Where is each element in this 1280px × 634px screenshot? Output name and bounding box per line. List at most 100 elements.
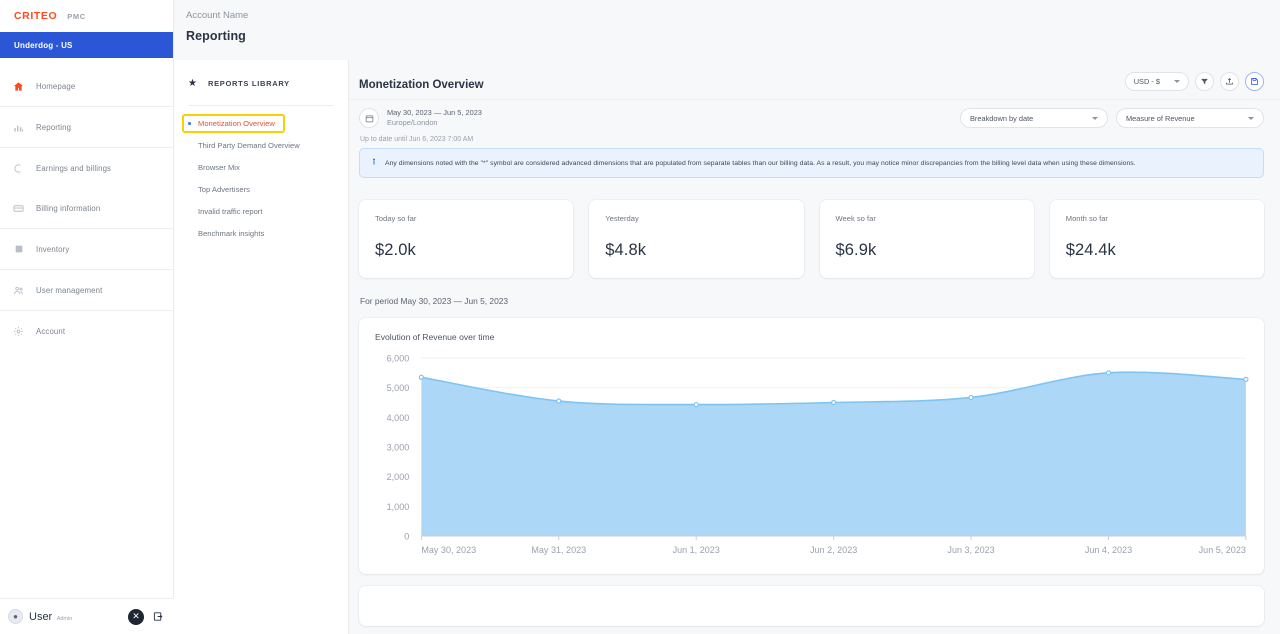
bar-chart-icon — [12, 121, 25, 134]
sidebar-item-account[interactable]: Account — [0, 311, 173, 351]
report-item-browser-mix[interactable]: Browser Mix — [182, 157, 340, 177]
credit-card-icon — [12, 202, 25, 215]
section-header: Monetization Overview USD - $ — [349, 60, 1280, 100]
sidebar-nav-list: Homepage Reporting Earnings and billings — [0, 58, 173, 351]
kpi-label: Yesterday — [605, 214, 639, 223]
measure-select[interactable]: Measure of Revenue — [1116, 108, 1264, 128]
kpi-card-week-so-far: Week so far $6.9k — [819, 200, 1034, 278]
timezone-value: Europe/London — [387, 118, 438, 127]
kpi-label: Month so far — [1065, 214, 1108, 223]
filter-row: May 30, 2023 — Jun 5, 2023 Europe/London… — [349, 100, 1280, 136]
account-selector[interactable]: Underdog - US — [0, 32, 173, 58]
svg-text:Jun 4, 2023: Jun 4, 2023 — [1085, 545, 1132, 555]
chart-svg: 0 1,000 2,000 3,000 4,000 5,000 6,000 May 30, 2… — [387, 354, 1249, 555]
svg-text:Jun 2, 2023: Jun 2, 2023 — [810, 545, 857, 555]
top-bar: Account Name Reporting — [174, 0, 1280, 60]
share-icon — [1225, 73, 1234, 91]
svg-text:2,000: 2,000 — [387, 472, 410, 482]
save-button[interactable] — [1245, 72, 1264, 91]
kpi-label: Week so far — [835, 214, 876, 223]
date-range-text: May 30, 2023 — Jun 5, 2023 Europe/London — [387, 108, 482, 128]
bullet-icon — [188, 144, 191, 147]
breakdown-measure-selects: Breakdown by date Measure of Revenue — [960, 108, 1264, 128]
filter-button[interactable] — [1195, 72, 1214, 91]
kpi-label: Today so far — [375, 214, 417, 223]
kpi-card-month-so-far: Month so far $24.4k — [1049, 200, 1264, 278]
sidebar-label-user-management: User management — [36, 285, 103, 295]
up-to-date-label: Up to date until Jun 6, 2023 7:00 AM — [360, 136, 474, 143]
square-icon — [12, 243, 25, 256]
svg-text:6,000: 6,000 — [387, 354, 410, 364]
chevron-down-icon — [1092, 116, 1098, 120]
calendar-icon — [359, 108, 379, 128]
user-bar: ● User Admin ✕ — [0, 598, 174, 634]
sidebar-item-billing-information[interactable]: Billing information — [0, 188, 173, 228]
revenue-chart-card: Evolution of Revenue over time 0 1,000 2,0… — [359, 318, 1264, 574]
report-item-label: Monetization Overview — [198, 119, 275, 128]
reports-library-header: ★ REPORTS LIBRARY — [174, 72, 348, 94]
sidebar-label-billing-information: Billing information — [36, 203, 101, 213]
report-item-top-advertisers[interactable]: Top Advertisers — [182, 179, 340, 199]
filter-icon — [1200, 73, 1209, 91]
sidebar-item-reporting[interactable]: Reporting — [0, 107, 173, 147]
sidebar-label-inventory: Inventory — [36, 244, 70, 254]
kpi-card-yesterday: Yesterday $4.8k — [589, 200, 804, 278]
gear-icon — [12, 325, 25, 338]
date-range-value: May 30, 2023 — Jun 5, 2023 — [387, 108, 482, 118]
active-dot-icon — [188, 122, 191, 125]
brand-subtitle: PMC — [67, 11, 86, 21]
right-pane: Account Name Reporting ★ REPORTS LIBRARY… — [174, 0, 1280, 634]
svg-text:5,000: 5,000 — [387, 383, 410, 393]
logout-icon[interactable] — [150, 609, 166, 625]
brand-header[interactable]: CRITEO PMC — [0, 0, 173, 32]
bullet-icon — [188, 166, 191, 169]
kpi-cards: Today so far $2.0k Yesterday $4.8k Week … — [349, 178, 1280, 278]
chevron-down-icon — [1248, 116, 1254, 120]
sidebar-item-earnings-and-billings[interactable]: Earnings and billings — [0, 148, 173, 188]
kpi-value: $2.0k — [375, 241, 416, 259]
kpi-value: $4.8k — [605, 241, 647, 259]
close-circle-icon[interactable]: ✕ — [128, 608, 144, 625]
sidebar-item-homepage[interactable]: Homepage — [0, 66, 173, 106]
users-icon — [12, 284, 25, 297]
sidebar-group-3: Earnings and billings Billing informatio… — [0, 148, 173, 229]
chevron-down-icon — [1174, 80, 1180, 83]
account-selector-label: Underdog - US — [14, 40, 73, 50]
period-label: For period May 30, 2023 — Jun 5, 2023 — [360, 296, 509, 306]
kpi-card-today-so-far: Today so far $2.0k — [359, 200, 574, 278]
reports-library-title: REPORTS LIBRARY — [207, 78, 290, 88]
report-item-invalid-traffic-report[interactable]: Invalid traffic report — [182, 201, 340, 221]
report-item-label: Browser Mix — [198, 162, 240, 172]
breakdown-select[interactable]: Breakdown by date — [960, 108, 1108, 128]
reports-library-list: Monetization Overview Third Party Demand… — [174, 114, 348, 243]
sidebar-group-5: User management — [0, 270, 173, 311]
svg-text:May 31, 2023: May 31, 2023 — [531, 545, 586, 555]
sidebar-item-user-management[interactable]: User management — [0, 270, 173, 310]
currency-select[interactable]: USD - $ — [1124, 72, 1189, 91]
star-icon: ★ — [188, 77, 197, 89]
svg-text:4,000: 4,000 — [387, 413, 410, 423]
revenue-area-chart[interactable]: 0 1,000 2,000 3,000 4,000 5,000 6,000 May 30, 2… — [359, 350, 1264, 570]
svg-text:3,000: 3,000 — [387, 443, 410, 453]
main-content: Monetization Overview USD - $ — [349, 60, 1280, 634]
section-title: Monetization Overview — [359, 79, 484, 91]
page-title: Reporting — [186, 29, 246, 43]
currency-select-value: USD - $ — [1133, 77, 1160, 86]
svg-text:Jun 1, 2023: Jun 1, 2023 — [673, 545, 720, 555]
report-item-benchmark-insights[interactable]: Benchmark insights — [182, 223, 340, 243]
kpi-value: $24.4k — [1065, 241, 1116, 259]
report-item-monetization-overview[interactable]: Monetization Overview — [182, 114, 285, 133]
section-controls: USD - $ — [1124, 72, 1264, 91]
report-item-label: Invalid traffic report — [198, 206, 263, 216]
user-name: User — [29, 611, 53, 624]
sidebar-label-earnings-and-billings: Earnings and billings — [36, 163, 112, 173]
report-item-label: Benchmark insights — [198, 228, 265, 238]
report-item-label: Top Advertisers — [198, 184, 250, 194]
share-button[interactable] — [1220, 72, 1239, 91]
report-item-third-party-demand-overview[interactable]: Third Party Demand Overview — [182, 135, 340, 155]
date-range-picker[interactable]: May 30, 2023 — Jun 5, 2023 Europe/London — [359, 108, 482, 128]
divider — [188, 105, 334, 106]
user-role: Admin — [56, 616, 73, 623]
sidebar-item-inventory[interactable]: Inventory — [0, 229, 173, 269]
